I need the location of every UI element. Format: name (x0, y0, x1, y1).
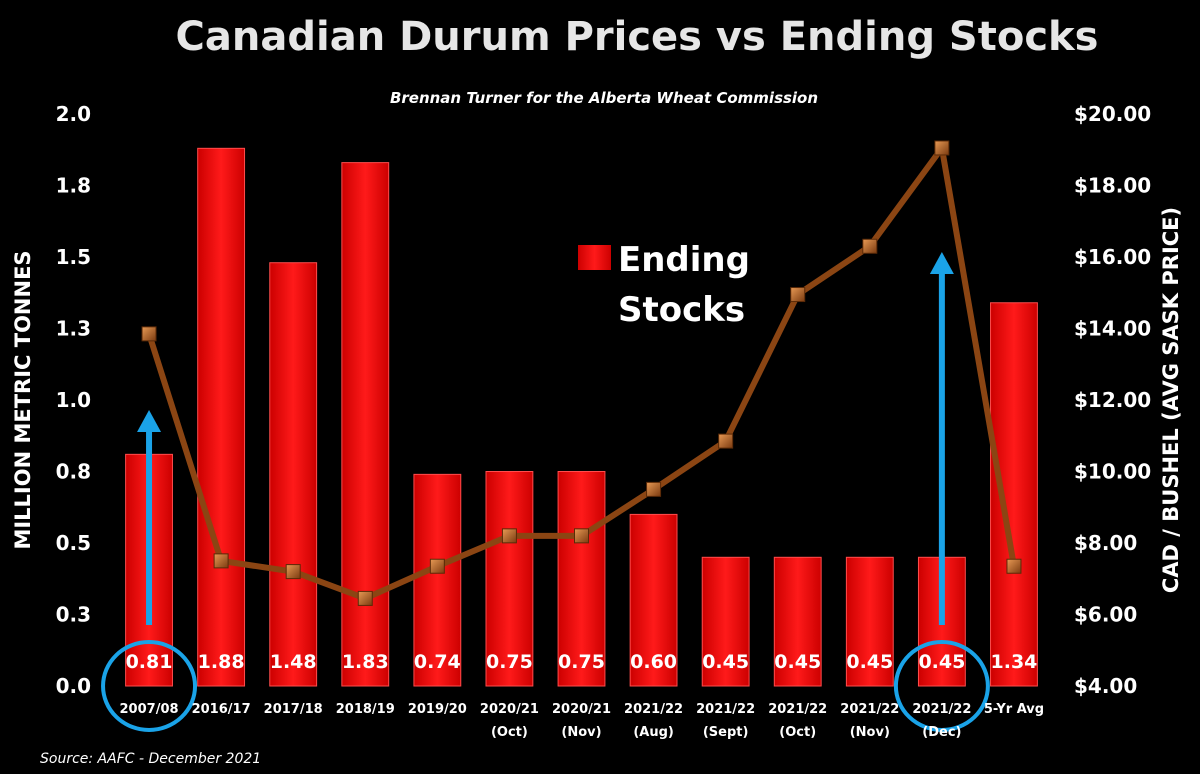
x-category-label: 2007/08 (120, 702, 179, 717)
bar-data-label: 1.88 (198, 651, 245, 673)
y2-tick-label: $4.00 (1074, 674, 1137, 698)
x-category-label: (Dec) (922, 725, 961, 740)
bar-data-label: 0.75 (558, 651, 605, 673)
bar-data-label: 0.81 (126, 651, 173, 673)
bar-series-ending-stocks: 0.81 1.88 1.48 1.83 0.74 0.75 0.75 0.60 0.45 0.45… (125, 147, 1038, 687)
x-category-label: 2021/22 (840, 702, 899, 717)
y-tick-label: 1.0 (56, 388, 91, 412)
bar-data-label: 0.74 (414, 651, 461, 673)
up-arrow-head (137, 410, 162, 432)
legend-swatch (578, 245, 611, 270)
x-category-label: 2017/18 (264, 702, 323, 717)
y2-tick-label: $16.00 (1074, 245, 1151, 269)
up-arrow-head (929, 252, 954, 274)
annotation-layer (101, 252, 990, 732)
x-category-label: (Nov) (561, 725, 601, 740)
right-axis-label: CAD / BUSHEL (AVG SASK PRICE) (1159, 207, 1183, 593)
x-axis-categories: 2007/08 2016/17 2017/18 2018/19 2019/20 2020/… (120, 702, 1045, 740)
bar-data-label: 0.45 (918, 651, 965, 673)
price-marker (357, 590, 373, 606)
y-tick-label: 0.5 (56, 531, 91, 555)
y2-tick-label: $20.00 (1074, 102, 1151, 126)
y2-tick-label: $18.00 (1074, 174, 1151, 198)
y-tick-label: 1.5 (56, 245, 91, 269)
y2-tick-label: $6.00 (1074, 603, 1137, 627)
y2-tick-label: $8.00 (1074, 531, 1137, 555)
bar-data-label: 0.60 (630, 651, 677, 673)
x-category-label: (Aug) (633, 725, 674, 740)
left-axis-label: MILLION METRIC TONNES (11, 250, 35, 549)
y-tick-label: 1.3 (56, 317, 91, 341)
price-marker (285, 564, 301, 580)
highlight-circle (101, 640, 198, 732)
price-marker (1006, 558, 1022, 574)
bar (629, 513, 678, 687)
x-category-label: 2021/22 (768, 702, 827, 717)
price-marker (934, 140, 950, 156)
x-category-label: (Oct) (491, 725, 528, 740)
x-category-label: 2018/19 (336, 702, 395, 717)
chart-subtitle: Brennan Turner for the Alberta Wheat Com… (390, 89, 818, 107)
x-category-label: 2021/22 (624, 702, 683, 717)
x-category-label: 2016/17 (192, 702, 251, 717)
bar-data-label: 1.83 (342, 651, 389, 673)
bar-data-label: 1.48 (270, 651, 317, 673)
highlight-circle (893, 640, 990, 732)
bar-data-label: 0.75 (486, 651, 533, 673)
y2-tick-label: $14.00 (1074, 317, 1151, 341)
y-tick-label: 0.8 (56, 460, 91, 484)
left-axis-ticks: 0.0 0.3 0.5 0.8 1.0 1.3 1.5 1.8 2.0 (56, 102, 91, 698)
bar-data-label: 1.34 (991, 651, 1038, 673)
bar (845, 556, 894, 687)
bar-data-label: 0.45 (846, 651, 893, 673)
x-category-label: 2020/21 (480, 702, 539, 717)
x-category-label: 2020/21 (552, 702, 611, 717)
x-category-label: 2021/22 (912, 702, 971, 717)
x-category-label: 5-Yr Avg (984, 702, 1044, 717)
price-marker (862, 238, 878, 254)
bar (773, 556, 822, 687)
y-tick-label: 1.8 (56, 174, 91, 198)
y2-tick-label: $12.00 (1074, 388, 1151, 412)
x-category-label: 2019/20 (408, 702, 467, 717)
bar-data-label: 0.45 (702, 651, 749, 673)
bar (701, 556, 750, 687)
bar (197, 147, 246, 687)
bar (413, 473, 462, 687)
legend-label-line1: Ending (618, 240, 750, 280)
x-category-label: (Oct) (779, 725, 816, 740)
y-tick-label: 0.3 (56, 603, 91, 627)
price-marker (429, 558, 445, 574)
bar (990, 302, 1038, 687)
source-note: Source: AAFC - December 2021 (40, 751, 261, 767)
x-category-label: (Sept) (703, 725, 749, 740)
bar (269, 262, 318, 687)
price-marker (501, 528, 517, 544)
bar (341, 162, 390, 687)
price-marker (718, 433, 734, 449)
y-tick-label: 0.0 (56, 674, 91, 698)
bar-data-label: 0.45 (774, 651, 821, 673)
bar (485, 471, 534, 687)
chart-title: Canadian Durum Prices vs Ending Stocks (176, 14, 1099, 60)
y-tick-label: 2.0 (56, 102, 91, 126)
bar (557, 471, 606, 687)
x-category-label: (Nov) (850, 725, 890, 740)
price-marker (213, 553, 229, 569)
right-axis-ticks: $4.00 $6.00 $8.00 $10.00 $12.00 $14.00 $16.00 $… (1074, 102, 1151, 698)
price-marker (646, 481, 662, 497)
x-category-label: 2021/22 (696, 702, 755, 717)
legend-label-line2: Stocks (618, 290, 745, 330)
price-line-series (141, 140, 1022, 606)
price-marker (141, 326, 157, 342)
price-marker (790, 287, 806, 303)
legend: Ending Stocks (578, 240, 750, 330)
y2-tick-label: $10.00 (1074, 460, 1151, 484)
price-marker (574, 528, 589, 544)
